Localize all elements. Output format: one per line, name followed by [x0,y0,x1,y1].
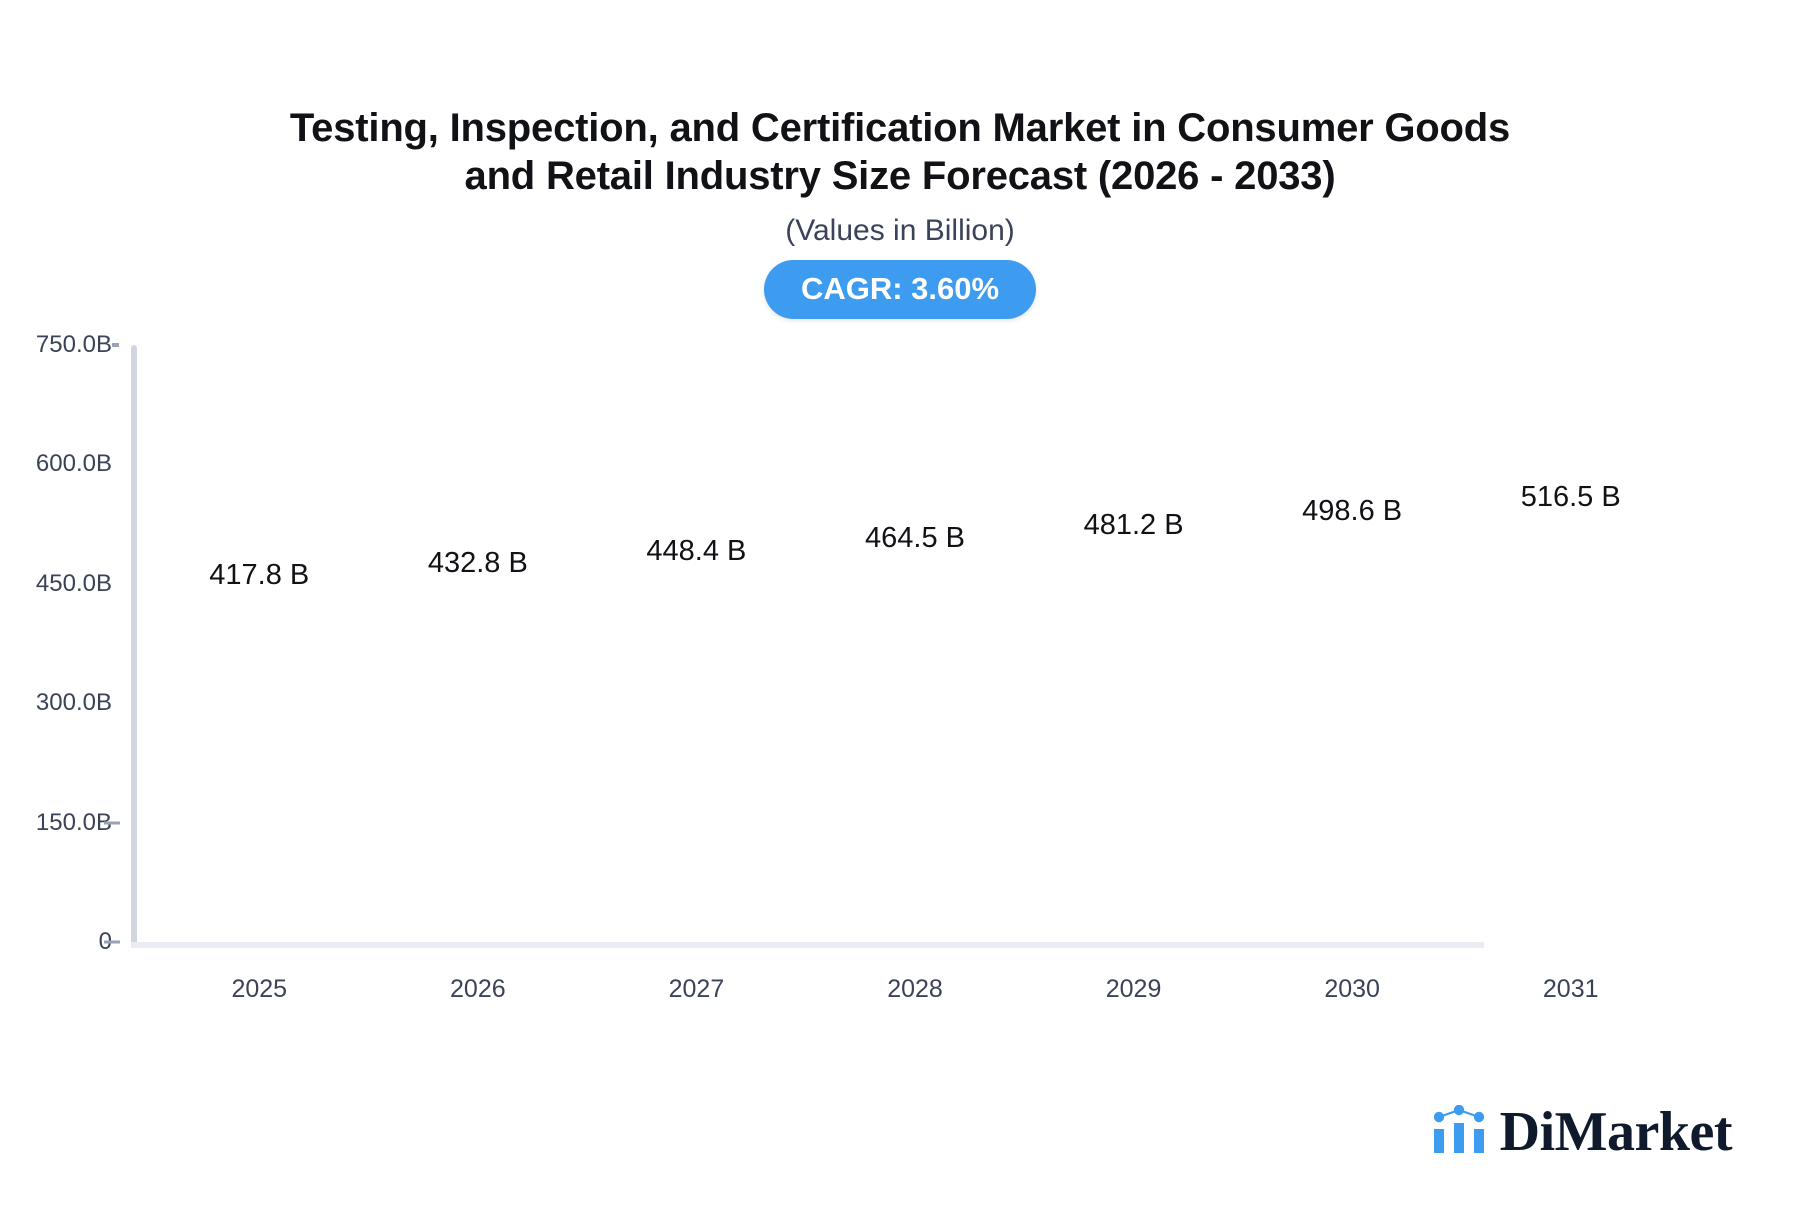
bar-value-label: 417.8 B [209,559,310,592]
bar-value-label: 481.2 B [1083,508,1184,541]
y-axis-tick-label: 150.0B [35,808,112,836]
x-axis-tick-label: 2028 [887,975,943,1003]
y-axis-tick-label: 450.0B [35,569,112,597]
bar-value-label: 516.5 B [1520,480,1621,513]
chart-header: Testing, Inspection, and Certification M… [0,104,1800,248]
y-axis-tick-label: 750.0B [35,331,112,358]
x-axis-tick-label: 2025 [231,975,288,1003]
chart-title: Testing, Inspection, and Certification M… [289,106,1511,198]
x-axis-tick-label: 2030 [1324,975,1380,1003]
y-axis-tick-mark [112,343,119,347]
x-axis-tick-label: 2029 [1105,975,1162,1003]
logo-text: DiMarket [1499,1101,1733,1163]
brand-logo: DiMarket [1432,1101,1733,1163]
x-axis-tick-label: 2026 [450,975,506,1003]
y-axis-tick-label: 600.0B [35,450,112,478]
bar-chart-icon [1432,1104,1488,1160]
x-axis-tick-label: 2027 [668,975,725,1003]
y-axis-tick-label: 300.0B [35,689,112,717]
y-axis-tick-mark [104,940,120,944]
bar-value-label: 448.4 B [646,535,747,568]
bar-value-label: 432.8 B [427,547,528,580]
chart-subtitle: (Values in Billion) [785,214,1015,247]
y-axis-tick-mark [104,821,120,825]
bar-value-label: 464.5 B [865,522,965,555]
bar-value-label: 498.6 B [1302,495,1403,528]
x-axis-line [131,942,1484,948]
y-axis-line [131,345,137,948]
x-axis-tick-label: 2031 [1542,975,1599,1003]
